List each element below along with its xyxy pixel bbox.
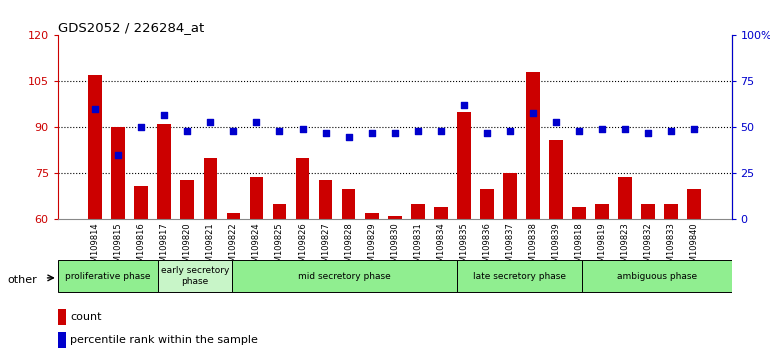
Point — [641, 130, 654, 136]
Bar — [319, 179, 333, 219]
Bar — [503, 173, 517, 219]
Point — [320, 130, 332, 136]
Text: early secretory
phase: early secretory phase — [161, 267, 229, 286]
Point — [343, 134, 355, 139]
Point — [573, 128, 585, 134]
Point — [619, 126, 631, 132]
Point — [504, 128, 516, 134]
Bar — [595, 204, 609, 219]
Point — [112, 152, 125, 158]
Bar — [233, 260, 457, 292]
Bar — [388, 216, 401, 219]
Point — [457, 103, 470, 108]
Text: mid secretory phase: mid secretory phase — [298, 272, 391, 281]
Bar — [410, 204, 424, 219]
Text: percentile rank within the sample: percentile rank within the sample — [70, 335, 258, 345]
Bar — [273, 204, 286, 219]
Bar — [526, 72, 540, 219]
Point — [388, 130, 400, 136]
Point — [296, 126, 309, 132]
Text: other: other — [8, 275, 38, 285]
Bar — [58, 309, 66, 325]
Bar — [296, 158, 310, 219]
Bar — [112, 127, 126, 219]
Bar — [434, 207, 447, 219]
Bar — [549, 140, 563, 219]
Bar — [365, 213, 379, 219]
Bar — [89, 75, 102, 219]
Point — [550, 119, 562, 125]
Bar — [457, 260, 582, 292]
Bar — [203, 158, 217, 219]
Point — [688, 126, 700, 132]
Text: proliferative phase: proliferative phase — [65, 272, 150, 281]
Bar — [457, 112, 470, 219]
Point — [527, 110, 539, 115]
Point — [181, 128, 193, 134]
Point — [596, 126, 608, 132]
Text: count: count — [70, 312, 102, 322]
Bar — [157, 124, 171, 219]
Bar — [58, 332, 66, 348]
Point — [434, 128, 447, 134]
Bar — [135, 186, 149, 219]
Bar — [180, 179, 194, 219]
Text: GDS2052 / 226284_at: GDS2052 / 226284_at — [58, 21, 204, 34]
Bar — [249, 177, 263, 219]
Text: ambiguous phase: ambiguous phase — [617, 272, 697, 281]
Bar — [641, 204, 654, 219]
Bar — [582, 260, 732, 292]
Point — [366, 130, 378, 136]
Bar — [572, 207, 586, 219]
Bar — [342, 189, 356, 219]
Bar — [664, 204, 678, 219]
Bar — [226, 213, 240, 219]
Text: late secretory phase: late secretory phase — [473, 272, 566, 281]
Bar — [158, 260, 233, 292]
Point — [273, 128, 286, 134]
Bar — [618, 177, 632, 219]
Point — [89, 106, 102, 112]
Bar — [58, 260, 158, 292]
Point — [136, 125, 148, 130]
Bar — [480, 189, 494, 219]
Bar — [687, 189, 701, 219]
Point — [665, 128, 677, 134]
Point — [227, 128, 239, 134]
Point — [158, 112, 170, 118]
Point — [411, 128, 424, 134]
Point — [204, 119, 216, 125]
Point — [250, 119, 263, 125]
Point — [480, 130, 493, 136]
